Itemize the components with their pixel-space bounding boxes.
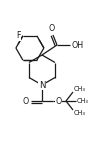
Text: O: O	[23, 97, 29, 106]
Text: O: O	[55, 97, 61, 106]
Text: N: N	[39, 80, 45, 89]
Text: CH₃: CH₃	[74, 110, 86, 116]
Text: F: F	[16, 31, 21, 40]
Text: O: O	[49, 24, 55, 33]
Text: OH: OH	[72, 40, 84, 49]
Text: CH₃: CH₃	[74, 86, 86, 92]
Text: CH₃: CH₃	[77, 98, 89, 104]
